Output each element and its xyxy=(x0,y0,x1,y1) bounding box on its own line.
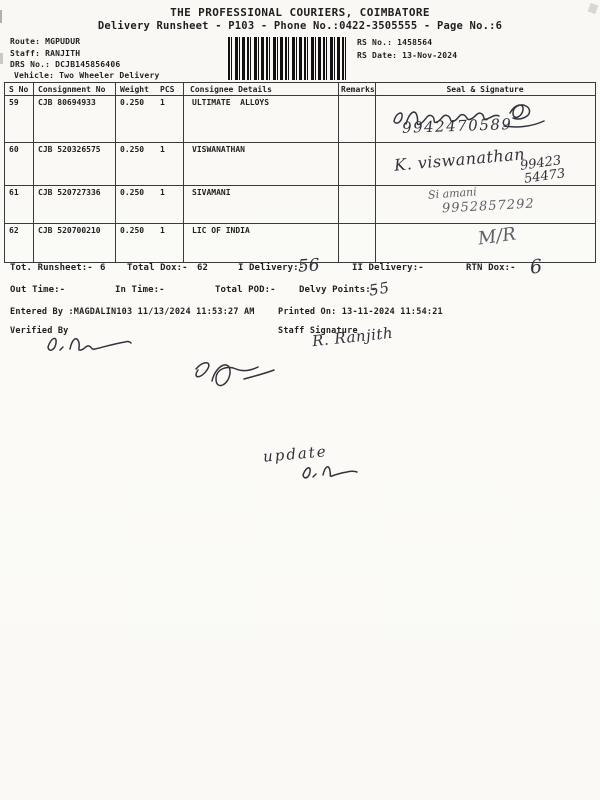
table-row: 60 CJB 520326575 0.250 1 VISWANATHAN xyxy=(4,142,596,186)
remarks-cell xyxy=(338,142,376,186)
scan-artifact xyxy=(0,53,3,64)
table-row: 62 CJB 520700210 0.250 1 LIC OF INDIA xyxy=(4,223,596,263)
consignee-cell: LIC OF INDIA xyxy=(183,223,339,263)
out-time-label: Out Time:- xyxy=(10,285,66,295)
signature-central-handwriting xyxy=(195,362,275,387)
handwritten-note-row62: M/R xyxy=(476,223,518,250)
consignment-table: S No Consignment No Weight PCS Consignee … xyxy=(4,82,596,263)
consignee-cell: SIVAMANI xyxy=(183,185,339,224)
s-no-cell: 62 xyxy=(4,223,34,263)
col-header-s-no: S No xyxy=(4,82,34,96)
i-delivery-label: I Delivery:- xyxy=(238,263,305,273)
delvy-points-label: Delvy Points:- xyxy=(299,285,377,295)
col-header-weight-pcs: Weight PCS xyxy=(115,82,184,96)
weight-pcs-cell: 0.250 1 xyxy=(115,223,184,263)
staff-line: Staff: RANJITH xyxy=(10,49,81,58)
scan-artifact xyxy=(0,10,2,23)
seal-signature-cell xyxy=(375,142,596,186)
weight-pcs-cell: 0.250 1 xyxy=(115,142,184,186)
remarks-cell xyxy=(338,95,376,143)
handwritten-phone-row59: 9942470589 xyxy=(401,115,513,137)
col-header-seal: Seal & Signature xyxy=(375,82,596,96)
consignment-no-cell: CJB 80694933 xyxy=(33,95,116,143)
vehicle-line: Vehicle: Two Wheeler Delivery xyxy=(14,71,160,80)
col-header-weight: Weight xyxy=(120,85,149,94)
printed-on-line: Printed On: 13-11-2024 11:54:21 xyxy=(278,307,443,317)
runsheet-subtitle: Delivery Runsheet - P103 - Phone No.:042… xyxy=(97,20,503,32)
total-dox-value: 62 xyxy=(197,263,209,273)
total-pod-label: Total POD:- xyxy=(215,285,276,295)
consignment-no-cell: CJB 520727336 xyxy=(33,185,116,224)
in-time-label: In Time:- xyxy=(115,285,165,295)
remarks-cell xyxy=(338,185,376,224)
consignee-cell: ULTIMATE ALLOYS xyxy=(183,95,339,143)
s-no-cell: 61 xyxy=(4,185,34,224)
rtn-dox-label: RTN Dox:- xyxy=(466,263,516,273)
route-line: Route: MGPUDUR xyxy=(10,37,81,46)
s-no-cell: 59 xyxy=(4,95,34,143)
col-header-remarks: Remarks xyxy=(338,82,376,96)
col-header-consignee: Consignee Details xyxy=(183,82,339,96)
rs-date-line: RS Date: 13-Nov-2024 xyxy=(357,51,458,60)
col-header-pcs: PCS xyxy=(160,85,175,94)
staff-signature-label: Staff Signature xyxy=(278,326,358,336)
company-title: THE PROFESSIONAL COURIERS, COIMBATORE xyxy=(170,6,430,19)
signature-verified-by-handwriting xyxy=(47,337,132,351)
signature-update-handwriting xyxy=(302,466,358,479)
verified-by-label: Verified By xyxy=(10,326,69,336)
handwritten-i-delivery: 56 xyxy=(297,255,321,277)
handwritten-delvy-points: 55 xyxy=(367,278,392,300)
total-dox-label: Total Dox:- xyxy=(127,263,188,273)
handwritten-name-row61: Si amani xyxy=(427,185,478,202)
rs-no-line: RS No.: 1458564 xyxy=(357,38,433,47)
table-header-row: S No Consignment No Weight PCS Consignee … xyxy=(4,82,596,96)
weight-pcs-cell: 0.250 1 xyxy=(115,185,184,224)
consignment-no-cell: CJB 520326575 xyxy=(33,142,116,186)
entered-by-line: Entered By :MAGDALIN103 11/13/2024 11:53… xyxy=(10,307,255,317)
remarks-cell xyxy=(338,223,376,263)
tot-runsheet-value: 6 xyxy=(100,263,106,273)
ii-delivery-label: II Delivery:- xyxy=(352,263,424,273)
weight-pcs-cell: 0.250 1 xyxy=(115,95,184,143)
tot-runsheet-label: Tot. Runsheet:- xyxy=(10,263,93,273)
s-no-cell: 60 xyxy=(4,142,34,186)
handwritten-rtn-dox: 6 xyxy=(528,255,544,279)
consignee-cell: VISWANATHAN xyxy=(183,142,339,186)
drs-no-line: DRS No.: DCJB145856406 xyxy=(10,60,121,69)
seal-signature-cell xyxy=(375,223,596,263)
signature-row59-handwriting xyxy=(393,104,545,128)
col-header-consignment-no: Consignment No xyxy=(33,82,116,96)
barcode xyxy=(228,37,349,80)
consignment-no-cell: CJB 520700210 xyxy=(33,223,116,263)
